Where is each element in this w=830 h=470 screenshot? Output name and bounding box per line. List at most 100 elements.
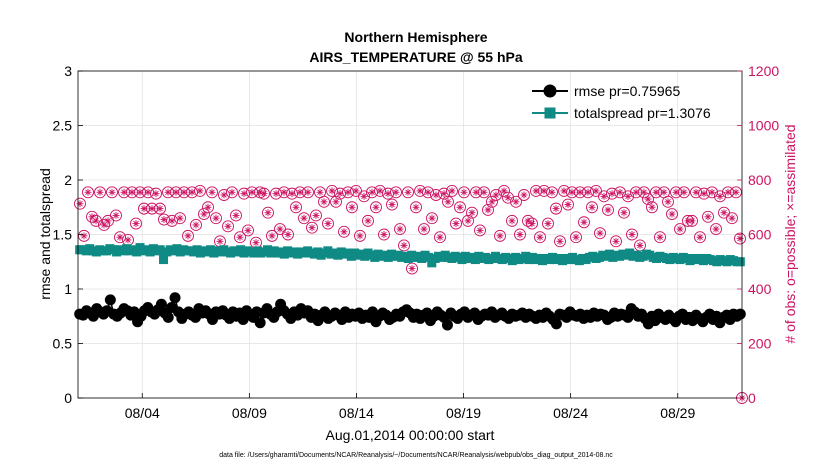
obs-count-marker <box>214 235 226 248</box>
obs-count-marker <box>274 223 286 236</box>
obs-count-marker <box>398 239 410 252</box>
rmse-point <box>104 294 116 306</box>
obs-count-series <box>74 184 748 404</box>
obs-count-marker <box>226 186 238 199</box>
obs-count-marker <box>590 184 602 197</box>
obs-count-marker <box>402 186 414 199</box>
obs-count-marker <box>306 221 318 234</box>
obs-count-marker <box>414 184 426 197</box>
obs-count-marker <box>730 186 742 199</box>
obs-count-marker <box>318 195 330 208</box>
rmse-point <box>162 311 174 323</box>
obs-count-marker <box>166 214 178 227</box>
obs-count-marker <box>474 224 486 237</box>
obs-count-marker <box>546 186 558 199</box>
y-axis-right-ticks: 0 200 400 600 800 1000 1200 <box>737 63 779 406</box>
obs-count-marker <box>618 206 630 219</box>
obs-count-marker <box>330 195 342 208</box>
obs-count-marker <box>574 186 586 199</box>
x-axis-label: Aug.01,2014 00:00:00 start <box>326 427 495 443</box>
obs-count-marker <box>526 217 538 230</box>
legend-rmse-marker <box>543 84 557 98</box>
obs-count-marker <box>686 214 698 227</box>
y-left-tick-label: 0 <box>64 390 72 406</box>
obs-count-marker <box>194 184 206 197</box>
obs-count-marker <box>430 189 442 201</box>
obs-count-marker <box>282 228 294 241</box>
obs-count-marker <box>438 187 450 200</box>
obs-count-marker <box>342 186 354 199</box>
obs-count-marker <box>694 231 706 244</box>
obs-count-marker <box>646 201 658 214</box>
obs-count-marker <box>382 187 394 200</box>
obs-count-marker <box>346 201 358 214</box>
totalspread-point <box>423 252 433 262</box>
obs-count-marker <box>582 186 594 199</box>
obs-count-marker <box>130 217 142 230</box>
obs-count-marker <box>626 228 638 241</box>
obs-count-marker <box>702 210 714 223</box>
obs-count-marker <box>106 186 118 199</box>
totalspread-series <box>75 243 745 268</box>
obs-count-marker <box>186 186 198 199</box>
obs-count-marker <box>666 208 678 221</box>
obs-count-marker <box>218 189 230 201</box>
obs-count-marker <box>678 186 690 199</box>
obs-count-marker <box>654 231 666 244</box>
obs-count-marker <box>234 231 246 244</box>
obs-count-marker <box>518 189 530 201</box>
obs-count-marker <box>154 202 166 215</box>
obs-count-marker <box>442 195 454 208</box>
obs-count-marker <box>350 184 362 197</box>
obs-count-marker <box>362 214 374 227</box>
y-right-tick-label: 400 <box>748 281 772 297</box>
obs-count-marker <box>554 235 566 248</box>
obs-count-marker <box>478 186 490 199</box>
y-right-tick-label: 200 <box>748 336 772 352</box>
obs-count-marker <box>242 224 254 237</box>
obs-count-marker <box>374 184 386 197</box>
obs-count-marker <box>614 186 626 199</box>
obs-count-marker <box>466 206 478 219</box>
x-tick-label: 08/04 <box>125 405 160 421</box>
obs-count-marker <box>238 187 250 200</box>
obs-count-marker <box>514 228 526 241</box>
totalspread-point <box>735 257 745 267</box>
obs-count-marker <box>594 227 606 240</box>
x-tick-label: 08/24 <box>553 405 588 421</box>
obs-count-marker <box>498 184 510 197</box>
obs-count-marker <box>706 186 718 199</box>
obs-count-marker <box>90 214 102 227</box>
obs-count-marker <box>502 191 514 204</box>
obs-count-marker <box>262 206 274 219</box>
obs-count-marker <box>182 229 194 242</box>
obs-count-marker <box>642 193 654 206</box>
obs-count-marker <box>298 212 310 225</box>
obs-count-marker <box>354 229 366 242</box>
rmse-point <box>254 317 266 329</box>
rmse-point <box>155 298 167 310</box>
obs-count-marker <box>322 217 334 230</box>
obs-count-marker <box>394 223 406 236</box>
obs-count-marker <box>358 190 370 203</box>
obs-count-marker <box>718 206 730 219</box>
obs-count-marker <box>454 201 466 214</box>
obs-count-marker <box>150 187 162 200</box>
obs-count-marker <box>290 201 302 214</box>
legend-rmse-label: rmse pr=0.75965 <box>574 83 680 99</box>
rmse-point <box>169 292 181 304</box>
obs-count-marker <box>606 187 618 200</box>
obs-count-marker <box>562 198 574 211</box>
obs-count-marker <box>558 184 570 197</box>
data-file-footnote: data file: /Users/gharamti/Documents/NCA… <box>219 452 613 459</box>
y-axis-right-label: # of obs: o=possible; ×=assimilated <box>782 124 798 343</box>
obs-count-marker <box>110 209 122 222</box>
obs-count-marker <box>714 190 726 203</box>
obs-count-marker <box>198 208 210 221</box>
rmse-point <box>734 308 746 320</box>
rmse-point <box>550 318 562 330</box>
obs-count-marker <box>450 217 462 230</box>
obs-count-marker <box>418 223 430 236</box>
obs-count-marker <box>674 223 686 236</box>
obs-count-marker <box>370 201 382 214</box>
